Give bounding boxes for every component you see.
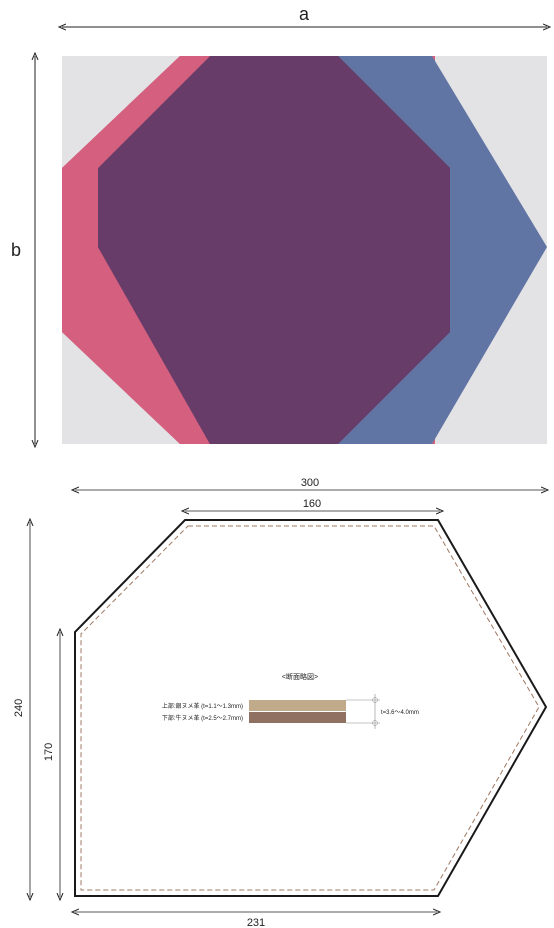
lower-layer-label: 下部:牛ヌメ革 (t=2.5〜2.7mm) xyxy=(162,714,243,722)
stitch-line xyxy=(80,525,540,891)
thickness-marker-bottom xyxy=(372,720,378,726)
section-diagram-title: <断面略図> xyxy=(282,672,318,681)
dimension-label-a: a xyxy=(299,4,310,24)
dimension-label-240: 240 xyxy=(13,699,25,717)
thickness-label: t=3.6〜4.0mm xyxy=(381,710,419,716)
dimension-label-300: 300 xyxy=(301,477,319,489)
dimension-label-170: 170 xyxy=(43,743,55,761)
dimension-label-231: 231 xyxy=(247,917,265,928)
dimension-label-160: 160 xyxy=(303,498,321,510)
overlap-octagon-lower-fill xyxy=(62,247,210,444)
overlap-octagon-redraw xyxy=(98,56,450,444)
dimension-label-b: b xyxy=(11,240,21,260)
upper-layer-swatch xyxy=(249,700,346,711)
upper-layer-label: 上部:銀ヌメ革 (t=1.1〜1.3mm) xyxy=(162,702,243,710)
thickness-marker-top xyxy=(372,697,378,703)
lower-layer-swatch xyxy=(249,712,346,723)
overlap-octagon-upper-fill xyxy=(62,56,210,247)
